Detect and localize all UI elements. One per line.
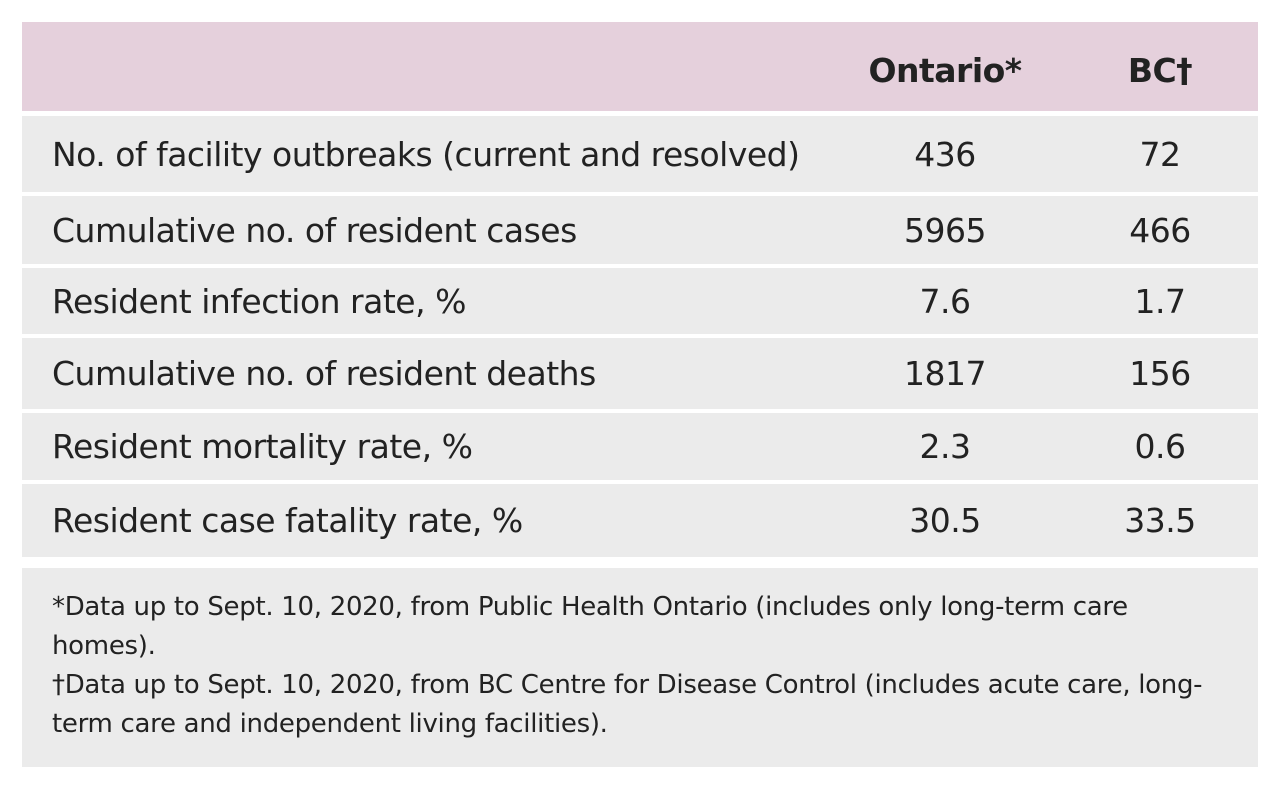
row-label: Resident mortality rate, % xyxy=(52,427,473,466)
cell-value: 436 xyxy=(914,134,976,174)
table-row: Cumulative no. of resident cases 5965 466 xyxy=(22,196,1258,264)
cell-value: 0.6 xyxy=(1134,427,1186,466)
footnotes: *Data up to Sept. 10, 2020, from Public … xyxy=(22,568,1258,767)
cell-value: 2.3 xyxy=(919,427,971,466)
cell-value: 1.7 xyxy=(1134,281,1186,321)
table-header: Ontario* BC† xyxy=(22,22,1258,111)
cell-value: 5965 xyxy=(904,210,986,250)
column-header: Ontario* xyxy=(868,51,1022,90)
row-label: Resident case fatality rate, % xyxy=(52,501,523,540)
cell-value: 30.5 xyxy=(909,501,981,540)
table-row: Cumulative no. of resident deaths 1817 156 xyxy=(22,338,1258,409)
cell-value: 156 xyxy=(1129,354,1191,393)
table-row: No. of facility outbreaks (current and r… xyxy=(22,116,1258,192)
row-label: Resident infection rate, % xyxy=(52,281,466,321)
table-row: Resident infection rate, % 7.6 1.7 xyxy=(22,268,1258,334)
footnote-list: *Data up to Sept. 10, 2020, from Public … xyxy=(52,588,1222,744)
cell-value: 33.5 xyxy=(1124,501,1196,540)
row-label: Cumulative no. of resident deaths xyxy=(52,354,596,393)
cell-value: 466 xyxy=(1129,210,1191,250)
row-label: Cumulative no. of resident cases xyxy=(52,210,577,250)
footnote: *Data up to Sept. 10, 2020, from Public … xyxy=(52,592,1128,661)
footnote: †Data up to Sept. 10, 2020, from BC Cent… xyxy=(52,670,1203,739)
table-row: Resident case fatality rate, % 30.5 33.5 xyxy=(22,484,1258,557)
cell-value: 7.6 xyxy=(919,281,971,321)
table-row: Resident mortality rate, % 2.3 0.6 xyxy=(22,413,1258,480)
row-label: No. of facility outbreaks (current and r… xyxy=(52,134,800,174)
column-header: BC† xyxy=(1127,51,1193,90)
cell-value: 72 xyxy=(1139,134,1182,174)
cell-value: 1817 xyxy=(904,354,986,393)
